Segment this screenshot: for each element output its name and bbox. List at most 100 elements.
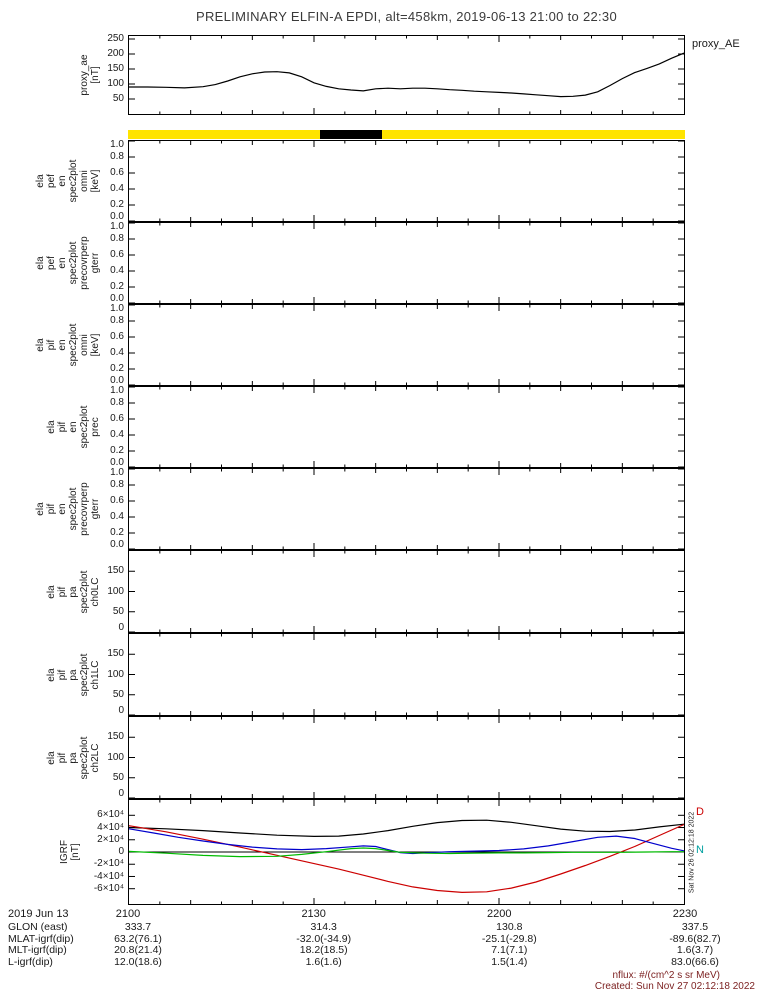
- y-tick-label: 0.8: [110, 479, 124, 490]
- side-timestamp: Sat Nov 26 02:12:18 2022: [688, 811, 696, 894]
- y-tick-label: 0.0: [110, 539, 124, 550]
- x-tick-label: 2130: [301, 908, 326, 920]
- panel-ela_pif_pa_spec2plot_ch1LC: [128, 633, 685, 716]
- y-tick-label: 100: [107, 585, 124, 597]
- y-tick-label: 0.6: [110, 167, 124, 178]
- y-tick-label: 0.2: [110, 445, 124, 456]
- y-tick-label: 0.6: [110, 495, 124, 506]
- y-tick-label: 0.4: [110, 511, 124, 522]
- y-tick-label: 1.0: [110, 303, 124, 314]
- y-tick-label: -2×10⁴: [93, 858, 124, 870]
- axis-row-value: -32.0(-34.9): [296, 932, 352, 945]
- created-timestamp: Created: Sun Nov 27 02:12:18 2022: [594, 981, 755, 992]
- axis-row-value: 333.7: [124, 921, 152, 933]
- y-tick-label: 150: [107, 731, 124, 743]
- x-tick-label: 2200: [487, 908, 512, 920]
- y-tick-label: 4×10⁴: [97, 821, 124, 833]
- strip-segment: [319, 130, 382, 139]
- y-tick-label: 250: [107, 33, 124, 44]
- axis-row-value: 1.5(1.4): [491, 955, 528, 968]
- axis-row-label: MLAT-igrf(dip): [8, 932, 74, 945]
- igrf-legend-letter-n: N: [696, 844, 704, 856]
- y-axis-label-line: ch2LC: [90, 743, 101, 772]
- y-tick-label: 6×10⁴: [97, 809, 124, 821]
- y-tick-label: 1.0: [110, 139, 124, 150]
- y-tick-label: 0: [118, 622, 124, 633]
- y-axis-label-line: [nT]: [70, 843, 81, 861]
- y-tick-label: 1.0: [110, 467, 124, 478]
- strip-segment: [381, 130, 685, 139]
- y-tick-label: 50: [112, 771, 124, 783]
- y-tick-label: 0: [118, 705, 124, 716]
- axis-row-value: 63.2(76.1): [114, 932, 162, 945]
- axis-row-value: -25.1(-29.8): [481, 932, 537, 945]
- y-tick-label: 0: [118, 846, 124, 857]
- y-tick-label: 0.4: [110, 183, 124, 194]
- panel-plot-svg: [129, 551, 684, 632]
- y-tick-label: 100: [107, 668, 124, 680]
- axis-row-label: L-igrf(dip): [8, 955, 53, 968]
- axis-row-value: 12.0(18.6): [114, 955, 162, 968]
- axis-row-value: 83.0(66.6): [671, 955, 719, 968]
- y-tick-label: 0.4: [110, 429, 124, 440]
- panel-igrf: [128, 799, 685, 905]
- panel-plot-svg: [129, 223, 684, 303]
- panel-ela_pif_en_spec2plot_omni: [128, 304, 685, 386]
- series-igrf_total_black: [129, 819, 684, 838]
- panel-ela_pif_pa_spec2plot_ch2LC: [128, 716, 685, 799]
- panel-plot-svg: [129, 469, 684, 549]
- date-label: 2019 Jun 13: [8, 908, 69, 920]
- panel-plot-svg: [129, 387, 684, 467]
- panel-plot-svg: [129, 141, 684, 221]
- panel-ela_pif_pa_spec2plot_ch0LC: [128, 550, 685, 633]
- x-tick-label: 2100: [115, 908, 141, 920]
- panel-plot-svg: [129, 634, 684, 715]
- panel-ela_pif_en_spec2plot_precovrperp_gterr: [128, 468, 685, 550]
- y-tick-label: 0.0: [110, 457, 124, 468]
- proxy-ae-series-label: proxy_AE: [692, 38, 740, 50]
- axis-row-value: -89.6(82.7): [669, 932, 721, 945]
- y-tick-label: 100: [107, 78, 124, 89]
- y-tick-label: 0.4: [110, 347, 124, 358]
- axis-row-label: GLON (east): [8, 921, 68, 933]
- y-tick-label: 0.6: [110, 331, 124, 342]
- igrf-legend-letter-d: D: [696, 806, 704, 818]
- y-tick-label: 0.0: [110, 293, 124, 304]
- panel-ela_pef_en_spec2plot_precovrperp_gterr: [128, 222, 685, 304]
- y-tick-label: 0: [118, 788, 124, 799]
- strip-segment: [128, 130, 320, 139]
- y-tick-label: -4×10⁴: [93, 870, 124, 882]
- panel-plot-svg: [129, 800, 684, 904]
- y-tick-label: 0.2: [110, 281, 124, 292]
- y-tick-label: 0.2: [110, 363, 124, 374]
- plot-title: PRELIMINARY ELFIN-A EPDI, alt=458km, 201…: [196, 9, 617, 24]
- y-tick-label: 150: [107, 63, 124, 74]
- axis-row-value: 314.3: [310, 921, 337, 933]
- y-tick-label: 0.4: [110, 265, 124, 276]
- y-tick-label: 50: [112, 688, 124, 700]
- y-tick-label: 0.8: [110, 233, 124, 244]
- series-proxy_AE: [129, 52, 684, 98]
- y-tick-label: 0.2: [110, 199, 124, 210]
- y-tick-label: 1.0: [110, 385, 124, 396]
- y-tick-label: 150: [107, 565, 124, 577]
- y-tick-label: 0.6: [110, 249, 124, 260]
- panel-ela_pif_en_spec2plot_prec: [128, 386, 685, 468]
- y-tick-label: 1.0: [110, 221, 124, 232]
- y-tick-label: 0.8: [110, 397, 124, 408]
- panel-ela_pef_en_spec2plot_omni: [128, 140, 685, 222]
- y-tick-label: 0.2: [110, 527, 124, 538]
- axis-row-value: 20.8(21.4): [114, 944, 162, 956]
- nflux-units-note: nflux: #/(cm^2 s sr MeV): [612, 970, 721, 981]
- axis-row-value: 130.8: [496, 921, 523, 933]
- x-tick-label: 2230: [672, 908, 698, 920]
- y-tick-label: 0.0: [110, 375, 124, 386]
- y-tick-label: 0.0: [110, 211, 124, 222]
- y-tick-label: 0.6: [110, 413, 124, 424]
- panel-plot-svg: [129, 717, 684, 798]
- y-tick-label: 50: [112, 605, 124, 617]
- y-tick-label: -6×10⁴: [93, 882, 124, 894]
- axis-row-value: 337.5: [681, 921, 709, 933]
- y-tick-label: 100: [107, 751, 124, 763]
